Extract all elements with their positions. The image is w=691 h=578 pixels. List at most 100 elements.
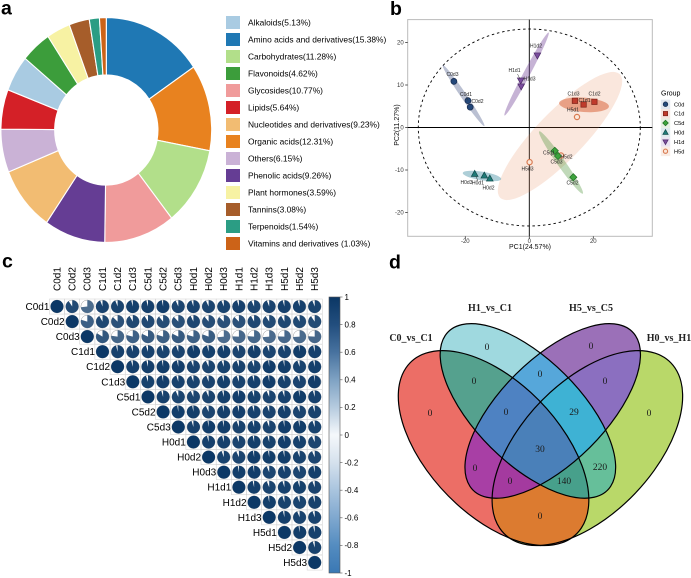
svg-text:C1d2: C1d2 bbox=[589, 92, 601, 98]
svg-text:H0d3: H0d3 bbox=[219, 267, 230, 291]
svg-text:H5d: H5d bbox=[674, 149, 684, 155]
svg-text:0: 0 bbox=[538, 370, 543, 380]
svg-text:C0d3: C0d3 bbox=[447, 72, 459, 78]
svg-text:C5d3: C5d3 bbox=[551, 160, 563, 166]
svg-text:0: 0 bbox=[473, 464, 478, 474]
svg-text:Carbohydrates(11.28%): Carbohydrates(11.28%) bbox=[248, 52, 337, 62]
svg-text:C0d: C0d bbox=[674, 102, 684, 108]
svg-text:0: 0 bbox=[400, 126, 404, 132]
svg-text:H5d2: H5d2 bbox=[561, 155, 573, 161]
svg-text:0: 0 bbox=[538, 512, 543, 522]
svg-text:-0.8: -0.8 bbox=[345, 541, 359, 550]
svg-text:0: 0 bbox=[428, 409, 433, 419]
svg-text:0: 0 bbox=[647, 409, 652, 419]
svg-text:C0d2: C0d2 bbox=[472, 99, 484, 105]
svg-text:C0d1: C0d1 bbox=[25, 302, 49, 313]
svg-text:0: 0 bbox=[485, 343, 490, 353]
svg-text:Amino acids and derivatives(15: Amino acids and derivatives(15.38%) bbox=[248, 35, 386, 45]
svg-text:C1d1: C1d1 bbox=[579, 98, 591, 104]
svg-text:Group: Group bbox=[661, 91, 681, 98]
svg-text:H1d3: H1d3 bbox=[265, 267, 276, 291]
svg-text:Others(6.15%): Others(6.15%) bbox=[248, 154, 303, 164]
svg-text:C1d1: C1d1 bbox=[71, 347, 95, 358]
svg-text:C5d2: C5d2 bbox=[132, 407, 156, 418]
svg-text:C5d1: C5d1 bbox=[543, 151, 555, 157]
svg-text:H5d1: H5d1 bbox=[567, 108, 579, 114]
svg-text:29: 29 bbox=[569, 408, 579, 418]
svg-text:-0.6: -0.6 bbox=[345, 514, 359, 523]
svg-text:Tannins(3.08%): Tannins(3.08%) bbox=[248, 205, 306, 215]
svg-text:220: 220 bbox=[593, 463, 608, 473]
svg-text:H1d2: H1d2 bbox=[250, 267, 261, 291]
svg-text:H0d2: H0d2 bbox=[177, 453, 201, 464]
svg-text:H1d3: H1d3 bbox=[238, 513, 262, 524]
svg-text:0: 0 bbox=[589, 342, 594, 352]
svg-text:H1d1: H1d1 bbox=[234, 267, 245, 291]
svg-text:20: 20 bbox=[397, 41, 404, 47]
svg-text:H5d3: H5d3 bbox=[310, 267, 321, 291]
svg-text:Plant hormones(3.59%): Plant hormones(3.59%) bbox=[248, 188, 336, 198]
svg-text:10: 10 bbox=[397, 83, 404, 89]
svg-text:PC2(11.27%): PC2(11.27%) bbox=[394, 104, 401, 146]
svg-text:0: 0 bbox=[472, 377, 477, 387]
svg-text:H5_vs_C5: H5_vs_C5 bbox=[569, 303, 613, 314]
svg-text:140: 140 bbox=[557, 477, 572, 487]
svg-text:H5d2: H5d2 bbox=[268, 543, 292, 554]
svg-text:Terpenoids(1.54%): Terpenoids(1.54%) bbox=[248, 222, 319, 232]
svg-text:Alkaloids(5.13%): Alkaloids(5.13%) bbox=[248, 18, 311, 28]
svg-text:C0d3: C0d3 bbox=[56, 332, 80, 343]
svg-text:a: a bbox=[1, 0, 12, 20]
svg-text:C5d2: C5d2 bbox=[567, 181, 579, 187]
svg-text:H5d1: H5d1 bbox=[253, 528, 277, 539]
svg-text:H1d1: H1d1 bbox=[207, 483, 231, 494]
svg-text:C1d3: C1d3 bbox=[128, 267, 139, 291]
svg-text:C0d2: C0d2 bbox=[41, 317, 65, 328]
svg-text:C5d3: C5d3 bbox=[147, 423, 171, 434]
svg-text:H0d1: H0d1 bbox=[472, 181, 484, 187]
svg-text:C1d1: C1d1 bbox=[98, 267, 109, 291]
svg-text:C0d1: C0d1 bbox=[52, 267, 63, 291]
svg-text:C0d1: C0d1 bbox=[460, 92, 472, 98]
svg-text:H5d3: H5d3 bbox=[522, 167, 534, 173]
svg-text:C1d: C1d bbox=[674, 112, 684, 118]
svg-text:C1d2: C1d2 bbox=[113, 267, 124, 291]
svg-text:C0d2: C0d2 bbox=[68, 267, 79, 291]
svg-text:Lipids(5.64%): Lipids(5.64%) bbox=[248, 103, 299, 113]
svg-text:-10: -10 bbox=[395, 168, 404, 174]
svg-text:Glycosides(10.77%): Glycosides(10.77%) bbox=[248, 86, 323, 96]
svg-text:C1d3: C1d3 bbox=[101, 377, 125, 388]
svg-text:b: b bbox=[390, 0, 402, 20]
svg-text:0: 0 bbox=[528, 239, 532, 245]
svg-text:1: 1 bbox=[345, 293, 350, 302]
svg-text:H0d1: H0d1 bbox=[162, 438, 186, 449]
svg-text:H0d1: H0d1 bbox=[189, 267, 200, 291]
svg-text:0.2: 0.2 bbox=[345, 403, 357, 412]
svg-text:C0_vs_C1: C0_vs_C1 bbox=[389, 333, 432, 344]
svg-text:0.8: 0.8 bbox=[345, 320, 357, 329]
svg-text:-20: -20 bbox=[461, 239, 470, 245]
svg-text:Nucleotides and derivatives(9.: Nucleotides and derivatives(9.23%) bbox=[248, 120, 380, 130]
svg-text:C5d3: C5d3 bbox=[174, 267, 185, 291]
svg-text:H5d1: H5d1 bbox=[280, 267, 291, 291]
svg-text:0: 0 bbox=[504, 408, 509, 418]
svg-text:H0d: H0d bbox=[674, 131, 684, 137]
svg-text:H1d3: H1d3 bbox=[524, 77, 536, 83]
svg-text:H1d1: H1d1 bbox=[509, 68, 521, 74]
svg-text:30: 30 bbox=[535, 445, 545, 455]
svg-text:C0d3: C0d3 bbox=[83, 267, 94, 291]
svg-text:0: 0 bbox=[508, 477, 513, 487]
svg-text:20: 20 bbox=[590, 239, 597, 245]
svg-text:Vitamins and derivatives (1.03: Vitamins and derivatives (1.03%) bbox=[248, 239, 370, 249]
svg-text:-20: -20 bbox=[395, 211, 404, 217]
svg-text:H0d2: H0d2 bbox=[204, 267, 215, 291]
svg-text:C1d3: C1d3 bbox=[568, 92, 580, 98]
svg-text:H0d3: H0d3 bbox=[461, 180, 473, 186]
svg-text:Flavonoids(4.62%): Flavonoids(4.62%) bbox=[248, 69, 318, 79]
svg-text:0: 0 bbox=[603, 377, 608, 387]
svg-text:-0.4: -0.4 bbox=[345, 486, 359, 495]
svg-text:C5d1: C5d1 bbox=[116, 392, 140, 403]
svg-text:C5d2: C5d2 bbox=[159, 267, 170, 291]
svg-text:H1d2: H1d2 bbox=[223, 498, 247, 509]
svg-text:Organic acids(12.31%): Organic acids(12.31%) bbox=[248, 137, 333, 147]
svg-text:0: 0 bbox=[345, 431, 350, 440]
